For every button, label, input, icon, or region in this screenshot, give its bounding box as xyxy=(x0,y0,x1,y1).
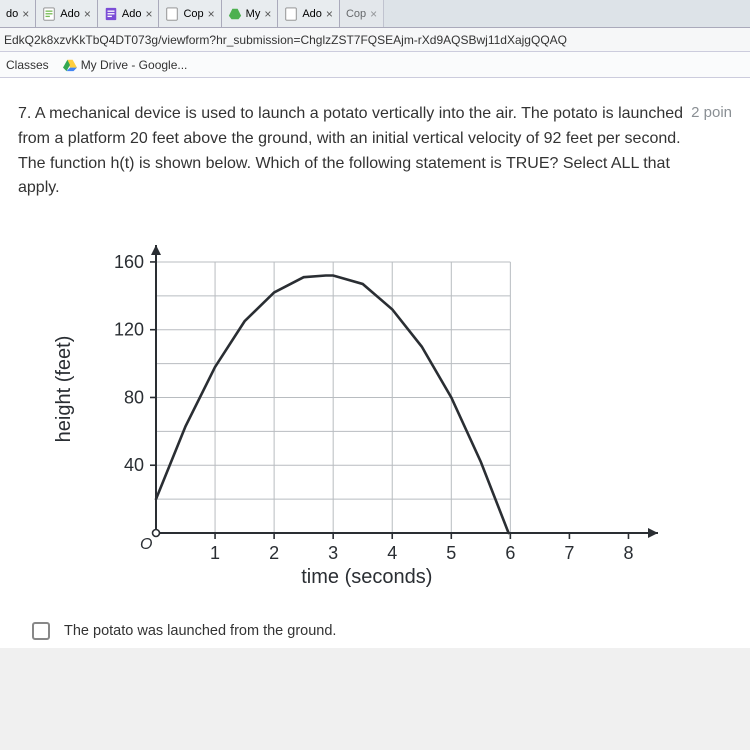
tab-label: Cop xyxy=(183,8,203,20)
question-number: 7. xyxy=(18,105,31,122)
svg-text:4: 4 xyxy=(387,543,397,563)
drive-icon xyxy=(228,7,242,21)
svg-text:2: 2 xyxy=(269,543,279,563)
browser-tab[interactable]: Ado × xyxy=(98,0,160,27)
tab-label: do xyxy=(6,8,18,20)
svg-text:8: 8 xyxy=(623,543,633,563)
browser-tab[interactable]: Cop × xyxy=(159,0,221,27)
svg-text:7: 7 xyxy=(564,543,574,563)
close-icon[interactable]: × xyxy=(22,7,29,21)
tab-label: My xyxy=(246,8,261,20)
close-icon[interactable]: × xyxy=(84,7,91,21)
svg-text:160: 160 xyxy=(114,252,144,272)
checkbox[interactable] xyxy=(32,622,50,640)
browser-tab[interactable]: Cop × xyxy=(340,0,384,27)
question-body: A mechanical device is used to launch a … xyxy=(18,105,683,196)
svg-text:time (seconds): time (seconds) xyxy=(301,566,432,588)
bookmark-label: Classes xyxy=(6,58,49,72)
option-row[interactable]: The potato was launched from the ground. xyxy=(32,622,732,640)
svg-text:3: 3 xyxy=(328,543,338,563)
svg-text:120: 120 xyxy=(114,320,144,340)
tab-label: Cop xyxy=(346,8,366,20)
svg-text:1: 1 xyxy=(210,543,220,563)
close-icon[interactable]: × xyxy=(208,7,215,21)
svg-text:40: 40 xyxy=(124,455,144,475)
close-icon[interactable]: × xyxy=(326,7,333,21)
form-content: 7. A mechanical device is used to launch… xyxy=(0,78,750,648)
doc-icon xyxy=(165,7,179,21)
browser-tab[interactable]: Ado × xyxy=(36,0,98,27)
tab-label: Ado xyxy=(122,8,142,20)
tab-label: Ado xyxy=(302,8,322,20)
svg-text:height (feet): height (feet) xyxy=(53,336,75,443)
close-icon[interactable]: × xyxy=(264,7,271,21)
svg-text:O: O xyxy=(140,536,152,553)
browser-tab[interactable]: Ado × xyxy=(278,0,340,27)
browser-tab-bar: do × Ado × Ado × Cop × My × Ado × Cop × xyxy=(0,0,750,28)
url-bar[interactable]: EdkQ2k8xzvKkTbQ4DT073g/viewform?hr_submi… xyxy=(0,28,750,52)
drive-icon xyxy=(63,58,77,72)
doc-icon xyxy=(42,7,56,21)
question-block: 7. A mechanical device is used to launch… xyxy=(18,102,732,201)
chart-svg: O 1 2 3 4 5 6 7 8 40 80 120 160 time (seconds) height … xyxy=(48,231,668,591)
bookmark-drive[interactable]: My Drive - Google... xyxy=(63,58,188,72)
browser-tab[interactable]: My × xyxy=(222,0,279,27)
bookmark-classes[interactable]: Classes xyxy=(6,58,49,72)
tab-label: Ado xyxy=(60,8,80,20)
svg-text:6: 6 xyxy=(505,543,515,563)
browser-tab[interactable]: do × xyxy=(0,0,36,27)
chart: O 1 2 3 4 5 6 7 8 40 80 120 160 time (seconds) height … xyxy=(48,231,732,596)
question-text: 7. A mechanical device is used to launch… xyxy=(18,102,683,201)
close-icon[interactable]: × xyxy=(370,7,377,21)
form-icon xyxy=(104,7,118,21)
bookmarks-bar: Classes My Drive - Google... xyxy=(0,52,750,78)
option-label: The potato was launched from the ground. xyxy=(64,623,336,639)
svg-text:5: 5 xyxy=(446,543,456,563)
svg-text:80: 80 xyxy=(124,388,144,408)
points-label: 2 poin xyxy=(691,102,732,201)
bookmark-label: My Drive - Google... xyxy=(81,58,188,72)
doc-icon xyxy=(284,7,298,21)
url-text: EdkQ2k8xzvKkTbQ4DT073g/viewform?hr_submi… xyxy=(4,33,567,47)
close-icon[interactable]: × xyxy=(145,7,152,21)
